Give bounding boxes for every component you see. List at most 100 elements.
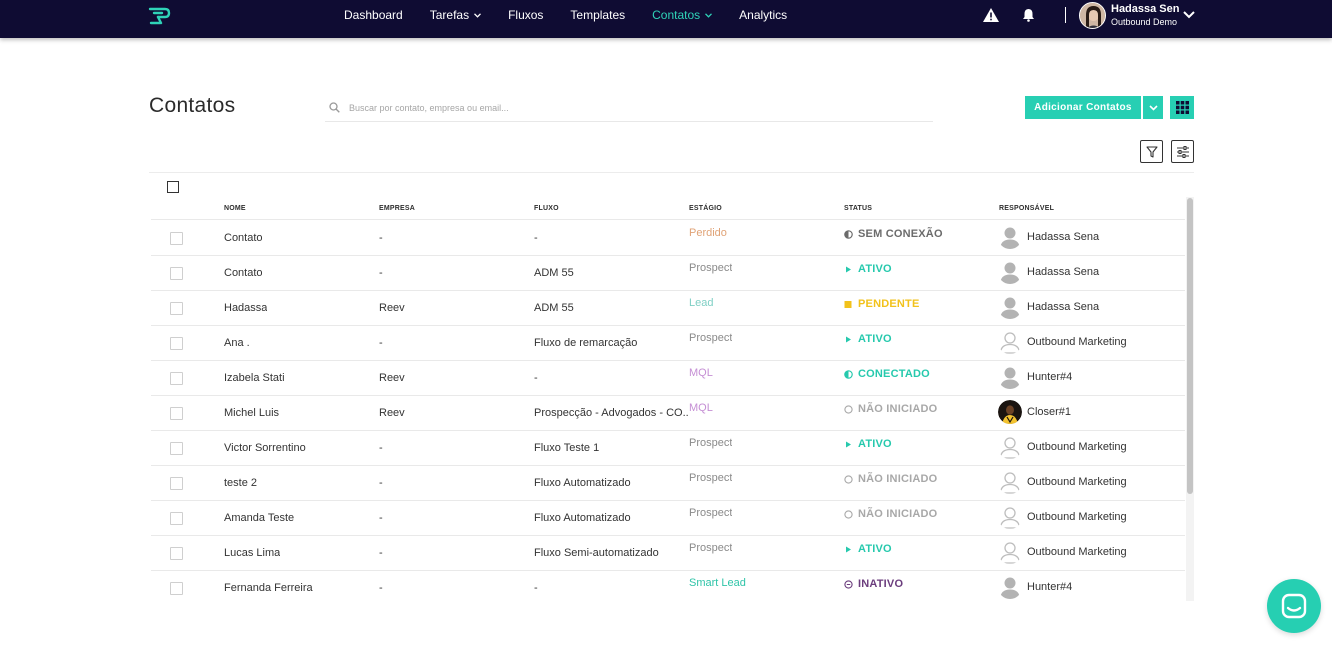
stage-label[interactable]: Prospect	[689, 507, 733, 519]
user-info[interactable]: Hadassa Sena Outbound Demo	[1111, 4, 1179, 27]
stage-label[interactable]: Smart Lead	[689, 577, 746, 589]
row-checkbox[interactable]	[170, 302, 183, 315]
table-header: NOME EMPRESA FLUXO ESTÁGIO STATUS RESPONSÁVEL	[151, 197, 1185, 220]
owner[interactable]: Closer#1	[998, 400, 1071, 424]
owner[interactable]: Outbound Marketing	[998, 435, 1127, 459]
contact-name[interactable]: Fernanda Ferreira	[224, 582, 313, 594]
table-row[interactable]: Contato - ADM 55 Prospect ATIVO Hadassa Sena	[151, 256, 1185, 291]
table-row[interactable]: Izabela Stati Reev - MQL CONECTADO Hunter#4	[151, 361, 1185, 396]
flow-name[interactable]: -	[534, 582, 538, 594]
contact-name[interactable]: Victor Sorrentino	[224, 442, 306, 454]
add-contacts-dropdown-button[interactable]	[1143, 96, 1163, 119]
row-checkbox[interactable]	[170, 267, 183, 280]
contact-name[interactable]: teste 2	[224, 477, 258, 489]
flow-name[interactable]: Fluxo Semi-automatizado	[534, 547, 659, 559]
select-all-checkbox[interactable]	[167, 181, 179, 193]
grid-view-button[interactable]	[1170, 96, 1194, 119]
table-row[interactable]: Contato - - Perdido SEM CONEXÃO Hadassa Sena	[151, 221, 1185, 256]
stage-label[interactable]: Prospect	[689, 437, 733, 449]
table-row[interactable]: Hadassa Reev ADM 55 Lead PENDENTE Hadassa Sen…	[151, 291, 1185, 326]
flow-name[interactable]: Fluxo Teste 1	[534, 442, 600, 454]
table-scrollbar-thumb[interactable]	[1187, 198, 1193, 494]
owner[interactable]: Hadassa Sena	[998, 295, 1099, 319]
nav-item-analytics[interactable]: Analytics	[739, 8, 787, 22]
owner[interactable]: Outbound Marketing	[998, 470, 1127, 494]
contact-name[interactable]: Lucas Lima	[224, 547, 281, 559]
owner[interactable]: Hadassa Sena	[998, 260, 1099, 284]
nav-item-dashboard[interactable]: Dashboard	[344, 8, 403, 22]
flow-name[interactable]: -	[534, 372, 538, 384]
column-header[interactable]: NOME	[224, 205, 246, 212]
column-header[interactable]: RESPONSÁVEL	[999, 205, 1055, 212]
table-row[interactable]: Fernanda Ferreira - - Smart Lead INATIVO Hunt…	[151, 571, 1185, 601]
owner[interactable]: Outbound Marketing	[998, 540, 1127, 564]
owner[interactable]: Hadassa Sena	[998, 225, 1099, 249]
flow-name[interactable]: Fluxo de remarcação	[534, 337, 638, 349]
chat-widget-button[interactable]	[1267, 579, 1321, 633]
table-row[interactable]: teste 2 - Fluxo Automatizado Prospect NÃO IN…	[151, 466, 1185, 501]
column-header[interactable]: EMPRESA	[379, 205, 416, 212]
stage-label[interactable]: Prospect	[689, 542, 733, 554]
flow-name[interactable]: Fluxo Automatizado	[534, 477, 631, 489]
nav-item-contatos[interactable]: Contatos	[652, 8, 713, 22]
column-header[interactable]: ESTÁGIO	[689, 205, 722, 212]
flow-name[interactable]: Prospecção - Advogados - CO...	[534, 407, 689, 419]
column-header[interactable]: STATUS	[844, 205, 873, 212]
chevron-down-icon[interactable]	[1183, 11, 1195, 19]
table-row[interactable]: Ana . - Fluxo de remarcação Prospect ATIVO Ou…	[151, 326, 1185, 361]
flow-name[interactable]: ADM 55	[534, 302, 574, 314]
table-row[interactable]: Michel Luis Reev Prospecção - Advogados - …	[151, 396, 1185, 431]
contact-name[interactable]: Contato	[224, 267, 263, 279]
stage-label[interactable]: MQL	[689, 402, 713, 414]
row-checkbox[interactable]	[170, 232, 183, 245]
bell-icon[interactable]	[1019, 6, 1037, 24]
stage-label[interactable]: Prospect	[689, 332, 733, 344]
nav-item-label: Fluxos	[508, 8, 544, 22]
nav-item-templates[interactable]: Templates	[570, 8, 625, 22]
stage-label[interactable]: MQL	[689, 367, 713, 379]
reev-logo-icon[interactable]	[148, 3, 174, 29]
filter-button[interactable]	[1140, 140, 1163, 163]
owner[interactable]: Outbound Marketing	[998, 330, 1127, 354]
user-avatar[interactable]	[1079, 1, 1106, 29]
add-contacts-button[interactable]: Adicionar Contatos	[1025, 96, 1141, 119]
row-checkbox[interactable]	[170, 372, 183, 385]
owner[interactable]: Outbound Marketing	[998, 505, 1127, 529]
table-row[interactable]: Victor Sorrentino - Fluxo Teste 1 Prospect A…	[151, 431, 1185, 466]
contact-name[interactable]: Contato	[224, 232, 263, 244]
table-row[interactable]: Lucas Lima - Fluxo Semi-automatizado Prospe…	[151, 536, 1185, 571]
owner[interactable]: Hunter#4	[998, 575, 1072, 599]
flow-name[interactable]: ADM 55	[534, 267, 574, 279]
row-checkbox[interactable]	[170, 442, 183, 455]
contact-name[interactable]: Hadassa	[224, 302, 268, 314]
status-label: PENDENTE	[858, 298, 920, 310]
column-header[interactable]: FLUXO	[534, 205, 559, 212]
contact-name[interactable]: Ana .	[224, 337, 250, 349]
contact-name[interactable]: Michel Luis	[224, 407, 280, 419]
stage-label[interactable]: Perdido	[689, 227, 727, 239]
search-input[interactable]	[349, 102, 909, 113]
row-checkbox[interactable]	[170, 477, 183, 490]
top-right-tools: Hadassa Sena Outbound Demo	[982, 0, 1195, 30]
stage-label[interactable]: Prospect	[689, 472, 733, 484]
contact-name[interactable]: Izabela Stati	[224, 372, 285, 384]
half-circle-icon	[844, 369, 853, 379]
filter-icon	[1145, 145, 1158, 158]
owner[interactable]: Hunter#4	[998, 365, 1072, 389]
row-checkbox[interactable]	[170, 337, 183, 350]
row-checkbox[interactable]	[170, 512, 183, 525]
column-settings-button[interactable]	[1171, 140, 1194, 163]
table-row[interactable]: Amanda Teste - Fluxo Automatizado Prospect N…	[151, 501, 1185, 536]
flow-name[interactable]: Fluxo Automatizado	[534, 512, 631, 524]
status-label: ATIVO	[858, 263, 892, 275]
row-checkbox[interactable]	[170, 582, 183, 595]
row-checkbox[interactable]	[170, 407, 183, 420]
contact-name[interactable]: Amanda Teste	[224, 512, 295, 524]
nav-item-tarefas[interactable]: Tarefas	[430, 8, 482, 22]
stage-label[interactable]: Lead	[689, 297, 714, 309]
flow-name[interactable]: -	[534, 232, 538, 244]
nav-item-fluxos[interactable]: Fluxos	[508, 8, 543, 22]
alert-icon[interactable]	[982, 6, 1000, 24]
stage-label[interactable]: Prospect	[689, 262, 733, 274]
row-checkbox[interactable]	[170, 547, 183, 560]
